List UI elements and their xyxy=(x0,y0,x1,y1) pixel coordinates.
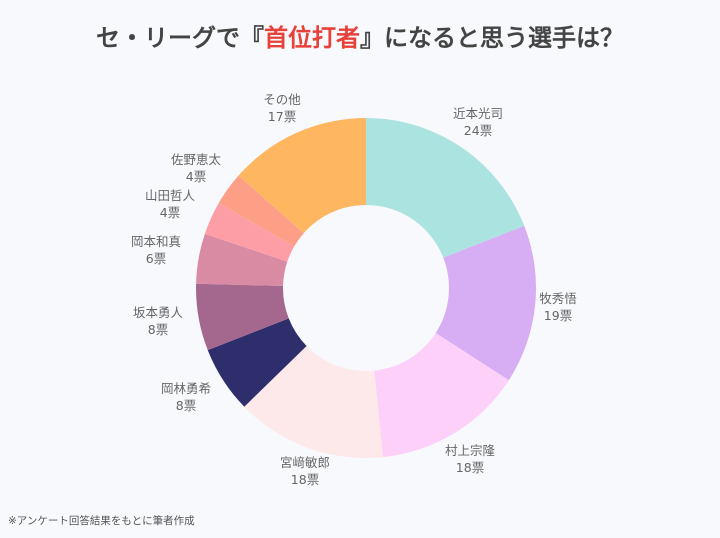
title-suffix: 』になると思う選手は？ xyxy=(360,24,624,52)
slice-9 xyxy=(238,118,366,234)
slice-label-5: 坂本勇人 8票 xyxy=(133,305,184,337)
footnote: ※アンケート回答結果をもとに筆者作成 xyxy=(8,515,195,527)
slice-label-3: 宮﨑敏郎 18票 xyxy=(280,455,330,487)
slice-label-6: 岡本和真 6票 xyxy=(131,234,181,266)
slice-label-1: 牧秀悟 19票 xyxy=(539,291,577,323)
title-highlight: 首位打者 xyxy=(264,24,360,52)
slice-0 xyxy=(366,118,525,258)
slice-label-7: 山田哲人 4票 xyxy=(145,188,196,220)
slice-6 xyxy=(196,233,288,286)
slice-label-2: 村上宗隆 18票 xyxy=(445,443,496,475)
slice-label-4: 岡林勇希 8票 xyxy=(161,381,211,413)
slice-3 xyxy=(244,345,383,459)
slice-4 xyxy=(207,318,307,407)
slice-label-8: 佐野恵太 4票 xyxy=(171,152,222,184)
slice-8 xyxy=(218,175,304,247)
slice-2 xyxy=(374,333,509,458)
slice-5 xyxy=(196,283,289,351)
title-prefix: セ・リーグで『 xyxy=(96,24,264,52)
slice-label-0: 近本光司 24票 xyxy=(453,106,503,138)
slice-label-9: その他 17票 xyxy=(263,92,301,124)
chart-title: セ・リーグで『首位打者』になると思う選手は？ xyxy=(0,18,720,53)
slice-7 xyxy=(204,203,295,262)
slice-1 xyxy=(435,225,536,381)
